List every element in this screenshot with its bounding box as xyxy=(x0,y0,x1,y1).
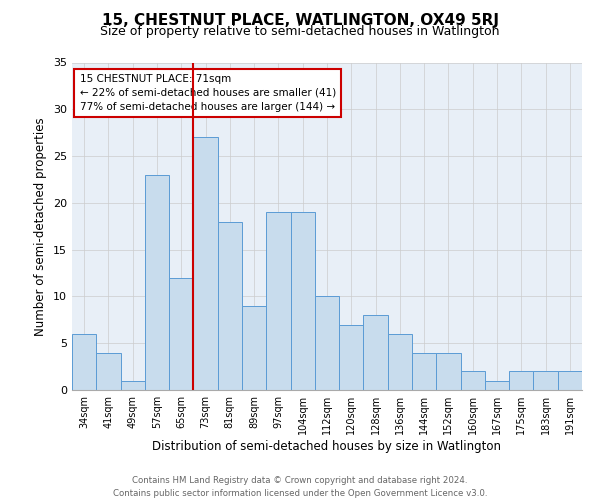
Bar xyxy=(121,380,145,390)
Bar xyxy=(461,372,485,390)
X-axis label: Distribution of semi-detached houses by size in Watlington: Distribution of semi-detached houses by … xyxy=(152,440,502,453)
Bar xyxy=(72,334,96,390)
Text: 15, CHESTNUT PLACE, WATLINGTON, OX49 5RJ: 15, CHESTNUT PLACE, WATLINGTON, OX49 5RJ xyxy=(101,12,499,28)
Text: 15 CHESTNUT PLACE: 71sqm
← 22% of semi-detached houses are smaller (41)
77% of s: 15 CHESTNUT PLACE: 71sqm ← 22% of semi-d… xyxy=(80,74,336,112)
Bar xyxy=(169,278,193,390)
Bar xyxy=(436,352,461,390)
Bar xyxy=(145,175,169,390)
Y-axis label: Number of semi-detached properties: Number of semi-detached properties xyxy=(34,117,47,336)
Bar xyxy=(388,334,412,390)
Bar xyxy=(509,372,533,390)
Bar xyxy=(412,352,436,390)
Text: Contains HM Land Registry data © Crown copyright and database right 2024.
Contai: Contains HM Land Registry data © Crown c… xyxy=(113,476,487,498)
Bar xyxy=(193,138,218,390)
Bar xyxy=(242,306,266,390)
Bar xyxy=(266,212,290,390)
Bar xyxy=(315,296,339,390)
Bar xyxy=(218,222,242,390)
Bar xyxy=(339,324,364,390)
Bar xyxy=(364,315,388,390)
Bar xyxy=(558,372,582,390)
Bar xyxy=(290,212,315,390)
Bar xyxy=(485,380,509,390)
Bar xyxy=(533,372,558,390)
Text: Size of property relative to semi-detached houses in Watlington: Size of property relative to semi-detach… xyxy=(100,25,500,38)
Bar xyxy=(96,352,121,390)
